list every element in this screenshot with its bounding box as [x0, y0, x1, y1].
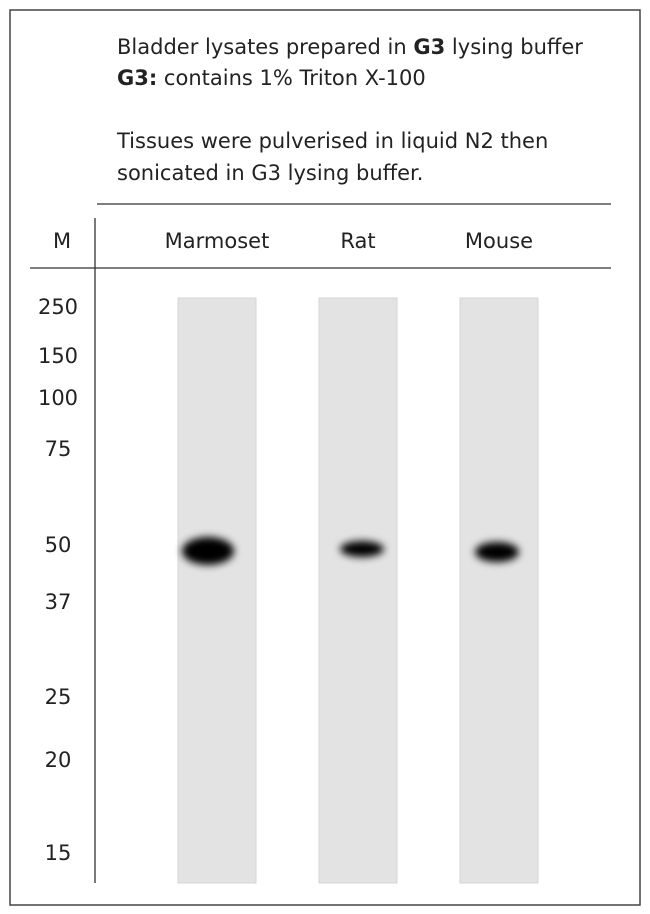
header-line: G3: contains 1% Triton X-100	[117, 66, 426, 90]
band	[182, 537, 234, 565]
marker-label: 37	[45, 590, 72, 614]
marker-label: 250	[38, 295, 78, 319]
marker-label: 150	[38, 344, 78, 368]
text: contains 1% Triton X-100	[157, 66, 426, 90]
header-line: Bladder lysates prepared in G3 lysing bu…	[117, 35, 583, 59]
bold-text: G3:	[117, 66, 157, 90]
marker-header: M	[53, 229, 71, 253]
lane	[318, 297, 398, 884]
markers: 250 150 100 75 50 37 25 20 15	[38, 295, 78, 865]
text: lysing buffer	[445, 35, 583, 59]
lane	[177, 297, 257, 884]
border	[9, 9, 641, 906]
bold-text: G3	[413, 35, 445, 59]
band	[475, 542, 519, 562]
marker-label: 15	[45, 841, 72, 865]
marker-label: 20	[45, 748, 72, 772]
text: Bladder lysates prepared in	[117, 35, 413, 59]
lane-label: Mouse	[465, 229, 533, 253]
marker-label: 50	[45, 533, 72, 557]
marker-label: 25	[45, 685, 72, 709]
lanes: Marmoset Rat Mouse	[165, 229, 539, 884]
lane	[459, 297, 539, 884]
marker-label: 100	[38, 386, 78, 410]
note-line: sonicated in G3 lysing buffer.	[117, 161, 423, 185]
lane-label: Marmoset	[165, 229, 270, 253]
note-line: Tissues were pulverised in liquid N2 the…	[116, 129, 548, 153]
band	[340, 541, 384, 557]
marker-label: 75	[45, 437, 72, 461]
lane-label: Rat	[340, 229, 375, 253]
